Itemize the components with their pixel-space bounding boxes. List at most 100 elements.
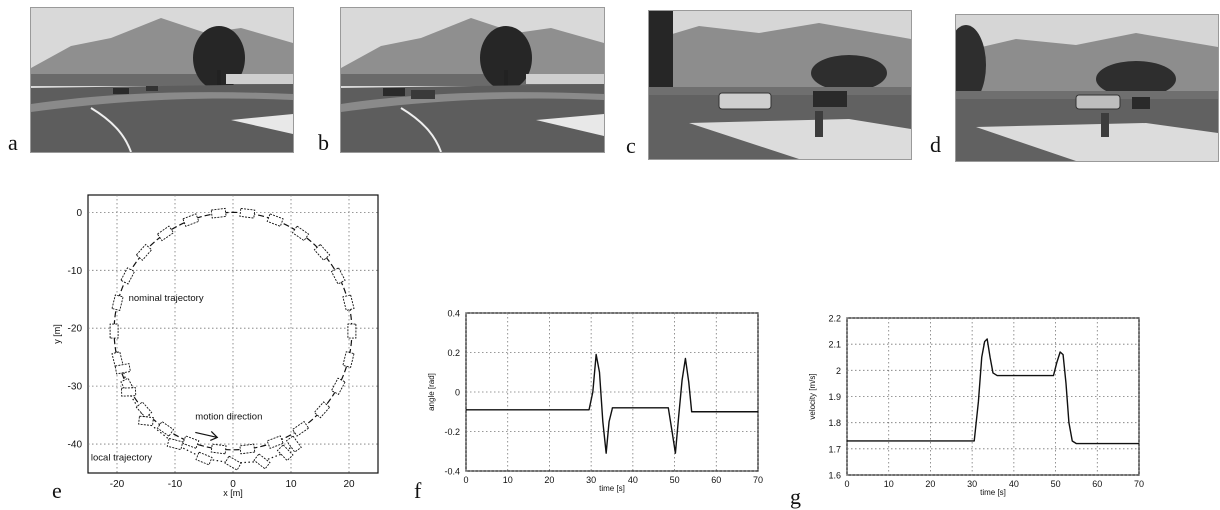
x-tick-label: 30 — [586, 475, 596, 485]
y-axis-label: velocity [m/s] — [808, 373, 817, 419]
plot-frame — [846, 317, 1140, 476]
plot-f: 0 10 20 30 40 50 60 70 0.4 0.2 0 -0.2 -0.4 time [s] an… — [427, 309, 763, 494]
x-tick-label: 10 — [503, 475, 513, 485]
vehicle-box — [291, 420, 310, 437]
motion-arrow-head — [210, 431, 219, 442]
vehicle-box — [330, 267, 346, 285]
x-tick-label: 40 — [628, 475, 638, 485]
x-axis-label: time [s] — [980, 488, 1006, 497]
y-tick-label: 1.9 — [828, 392, 841, 402]
vehicle-box — [291, 225, 310, 242]
vehicle-box — [313, 243, 331, 261]
local-trajectory-line — [122, 368, 295, 464]
x-axis-label: time [s] — [599, 484, 625, 493]
y-tick-label: 2.2 — [828, 314, 841, 324]
y-tick-label: 2.1 — [828, 340, 841, 350]
vehicle-box — [313, 401, 331, 419]
vehicle-box — [224, 455, 242, 471]
panel-label-d: d — [930, 132, 941, 157]
x-tick-label: 50 — [670, 475, 680, 485]
x-tick-label: 0 — [844, 479, 849, 489]
y-tick-label: 0.4 — [447, 309, 460, 319]
x-tick-label: 20 — [925, 479, 935, 489]
x-tick-label: 30 — [967, 479, 977, 489]
vehicle-box — [210, 207, 227, 219]
y-axis-label: y [m] — [52, 324, 62, 344]
y-tick-label: -0.2 — [444, 427, 460, 437]
photo-c — [648, 10, 912, 160]
vehicle-box — [253, 453, 271, 470]
y-tick-label: 1.8 — [828, 418, 841, 428]
panel-label-f: f — [414, 478, 422, 503]
vehicle-box — [195, 451, 213, 466]
plot-e: -20 -10 0 10 20 0 -10 -20 -30 -40 x [m] y [m] nomina… — [52, 194, 379, 498]
plot-frame — [465, 312, 759, 472]
annotation-label: nominal trajectory — [129, 293, 204, 304]
panel-label-e: e — [52, 478, 62, 503]
vehicle-box — [156, 225, 175, 242]
vehicle-box — [120, 267, 136, 285]
panel-label-a: a — [8, 130, 18, 155]
vehicle-box — [266, 435, 284, 449]
vehicle-box — [347, 323, 357, 339]
vehicle-box — [156, 420, 175, 437]
y-tick-label: 2 — [836, 366, 841, 376]
vehicle-box — [109, 323, 119, 339]
vehicle-box — [266, 213, 284, 227]
vehicle-box — [285, 435, 302, 453]
vehicle-box — [138, 415, 154, 427]
panel-label-b: b — [318, 130, 329, 155]
vehicle-box — [182, 435, 200, 449]
y-tick-label: -0.4 — [444, 467, 460, 477]
velocity-series-line — [847, 338, 1139, 445]
x-tick-label: 70 — [1134, 479, 1144, 489]
x-tick-label: 10 — [285, 479, 297, 490]
x-tick-label: 40 — [1009, 479, 1019, 489]
annotation-label: local trajectory — [91, 452, 152, 463]
x-axis-label: x [m] — [223, 488, 243, 498]
plot-frame — [87, 194, 379, 474]
x-tick-label: 20 — [544, 475, 554, 485]
vehicle-box — [166, 437, 184, 451]
x-tick-label: 50 — [1051, 479, 1061, 489]
vehicle-box — [120, 377, 136, 395]
vehicle-box — [111, 351, 124, 368]
angle-series-line — [466, 353, 758, 454]
y-tick-label: -40 — [68, 440, 83, 451]
x-tick-label: 70 — [753, 475, 763, 485]
photo-b — [340, 7, 605, 153]
x-tick-label: 0 — [230, 479, 236, 490]
y-tick-label: -30 — [68, 382, 83, 393]
vehicle-box — [120, 387, 137, 397]
vehicle-box — [182, 213, 200, 227]
photo-d — [955, 14, 1219, 162]
x-tick-label: 0 — [463, 475, 468, 485]
vehicle-box — [342, 294, 355, 311]
y-tick-label: 0.2 — [447, 348, 460, 358]
vehicle-box — [342, 351, 355, 368]
panel-label-g: g — [790, 484, 801, 509]
photo-a — [30, 7, 294, 153]
vehicle-box — [210, 443, 227, 455]
nominal-trajectory-line — [113, 211, 353, 451]
x-tick-label: 20 — [343, 479, 355, 490]
x-tick-label: 10 — [884, 479, 894, 489]
y-axis-label: angle [rad] — [427, 373, 436, 411]
y-tick-label: -20 — [68, 324, 83, 335]
vehicle-box — [114, 363, 131, 375]
vehicle-box — [135, 243, 153, 261]
x-tick-label: 60 — [1092, 479, 1102, 489]
y-tick-label: 0 — [76, 208, 82, 219]
vehicle-box — [239, 443, 256, 455]
y-tick-label: -10 — [68, 266, 83, 277]
vehicle-box — [111, 294, 124, 311]
vehicle-box — [330, 377, 346, 395]
annotation-label: motion direction — [195, 412, 262, 423]
x-tick-label: -10 — [168, 479, 183, 490]
panel-label-c: c — [626, 133, 636, 158]
y-tick-label: 1.7 — [828, 444, 841, 454]
plot-g: 0 10 20 30 40 50 60 70 2.2 2.1 2 1.9 1.8 1.7 1.6 time [… — [808, 314, 1144, 498]
vehicle-box — [239, 207, 256, 219]
y-tick-label: 0 — [455, 388, 460, 398]
x-tick-label: 60 — [711, 475, 721, 485]
